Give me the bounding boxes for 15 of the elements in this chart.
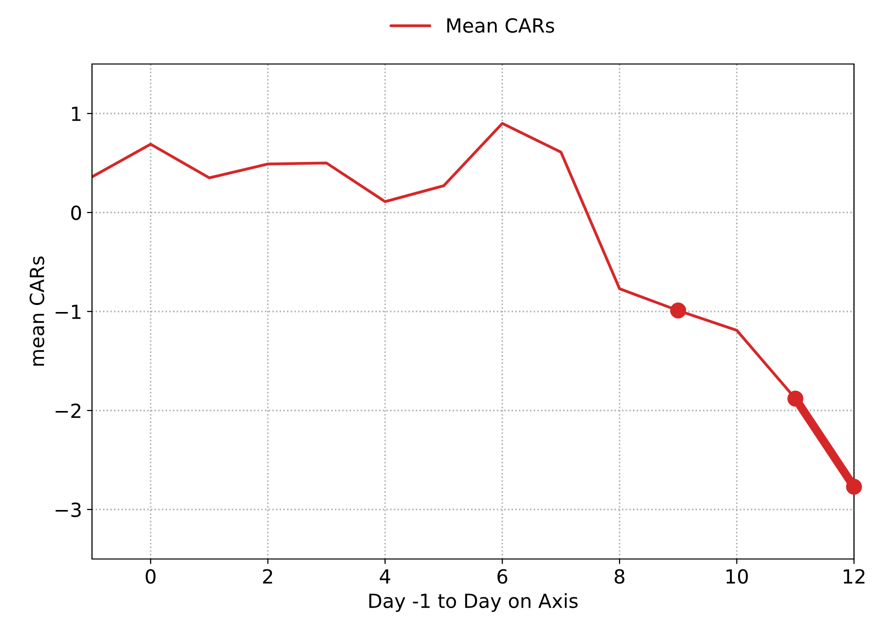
x-tick-label: 10: [726, 569, 748, 584]
y-tick-label: −2: [56, 403, 80, 418]
x-tick-label: 12: [844, 569, 864, 584]
x-tick-label: 8: [614, 569, 624, 584]
x-tick-label: 4: [380, 569, 390, 584]
x-tick-label: 0: [146, 569, 156, 584]
y-axis-title: mean CARs: [30, 256, 44, 366]
y-tick-label: −1: [56, 304, 80, 319]
y-tick-label: 1: [72, 106, 80, 121]
y-tick-label: −3: [56, 502, 81, 518]
x-tick-label: 6: [497, 569, 508, 584]
y-tick-label: 0: [71, 205, 81, 220]
x-tick-label: 2: [263, 569, 272, 584]
legend-label: Mean CARs: [447, 18, 554, 33]
x-axis-title: Day -1 to Day on Axis: [369, 593, 578, 612]
